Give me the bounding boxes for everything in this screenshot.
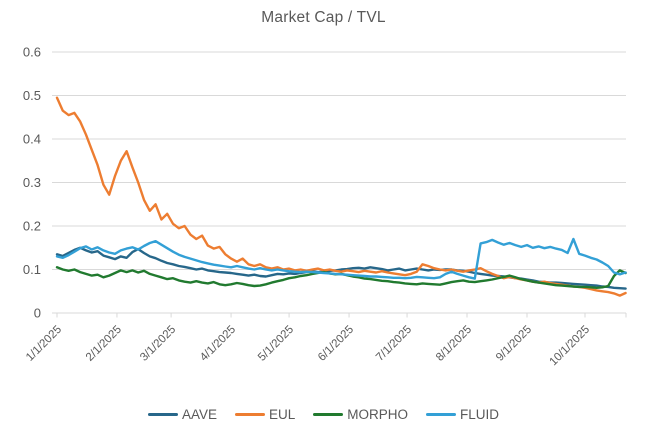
x-axis-label: 7/1/2025	[374, 324, 414, 364]
x-axis-label: 5/1/2025	[256, 324, 296, 364]
chart-title: Market Cap / TVL	[261, 9, 386, 26]
legend-label-fluid: FLUID	[460, 407, 500, 422]
legend-swatch-aave	[147, 412, 178, 417]
legend-item-eul: EUL	[234, 407, 296, 422]
y-axis-label: 0.3	[23, 175, 41, 190]
legend-label-aave: AAVE	[181, 407, 217, 422]
x-axis-label: 3/1/2025	[138, 324, 178, 364]
x-axis-label: 9/1/2025	[494, 324, 534, 364]
series-line-fluid	[55, 237, 627, 280]
y-axis-label: 0.1	[23, 262, 41, 277]
legend-label-eul: EUL	[268, 407, 296, 422]
legend-swatch-eul	[234, 412, 265, 417]
chart-legend: AAVE EUL MORPHO FLUID	[0, 407, 647, 422]
y-axis-label: 0.4	[23, 132, 41, 147]
y-axis-label: 0.5	[23, 88, 41, 103]
x-axis-label: 6/1/2025	[316, 324, 356, 364]
y-axis-label: 0.2	[23, 219, 41, 234]
x-axis-label: 4/1/2025	[198, 324, 238, 364]
x-axis-label: 1/1/2025	[24, 324, 64, 364]
legend-item-morpho: MORPHO	[313, 407, 408, 422]
x-axis-label: 8/1/2025	[434, 324, 474, 364]
y-axis-label: 0	[34, 306, 41, 321]
y-axis-label: 0.6	[23, 45, 41, 60]
legend-swatch-fluid	[426, 412, 456, 417]
legend-swatch-morpho	[313, 412, 344, 417]
x-axis-label: 2/1/2025	[84, 324, 124, 364]
plot-area: 0 0.1 0.2 0.3 0.4 0.5 0.6 1/1/2025 2/1/2025 3/1/2…	[23, 45, 627, 369]
series-line-eul	[55, 96, 627, 297]
legend-item-aave: AAVE	[147, 407, 217, 422]
legend-label-morpho: MORPHO	[347, 407, 408, 422]
x-axis-label: 10/1/2025	[547, 324, 592, 369]
legend-item-fluid: FLUID	[426, 407, 499, 422]
